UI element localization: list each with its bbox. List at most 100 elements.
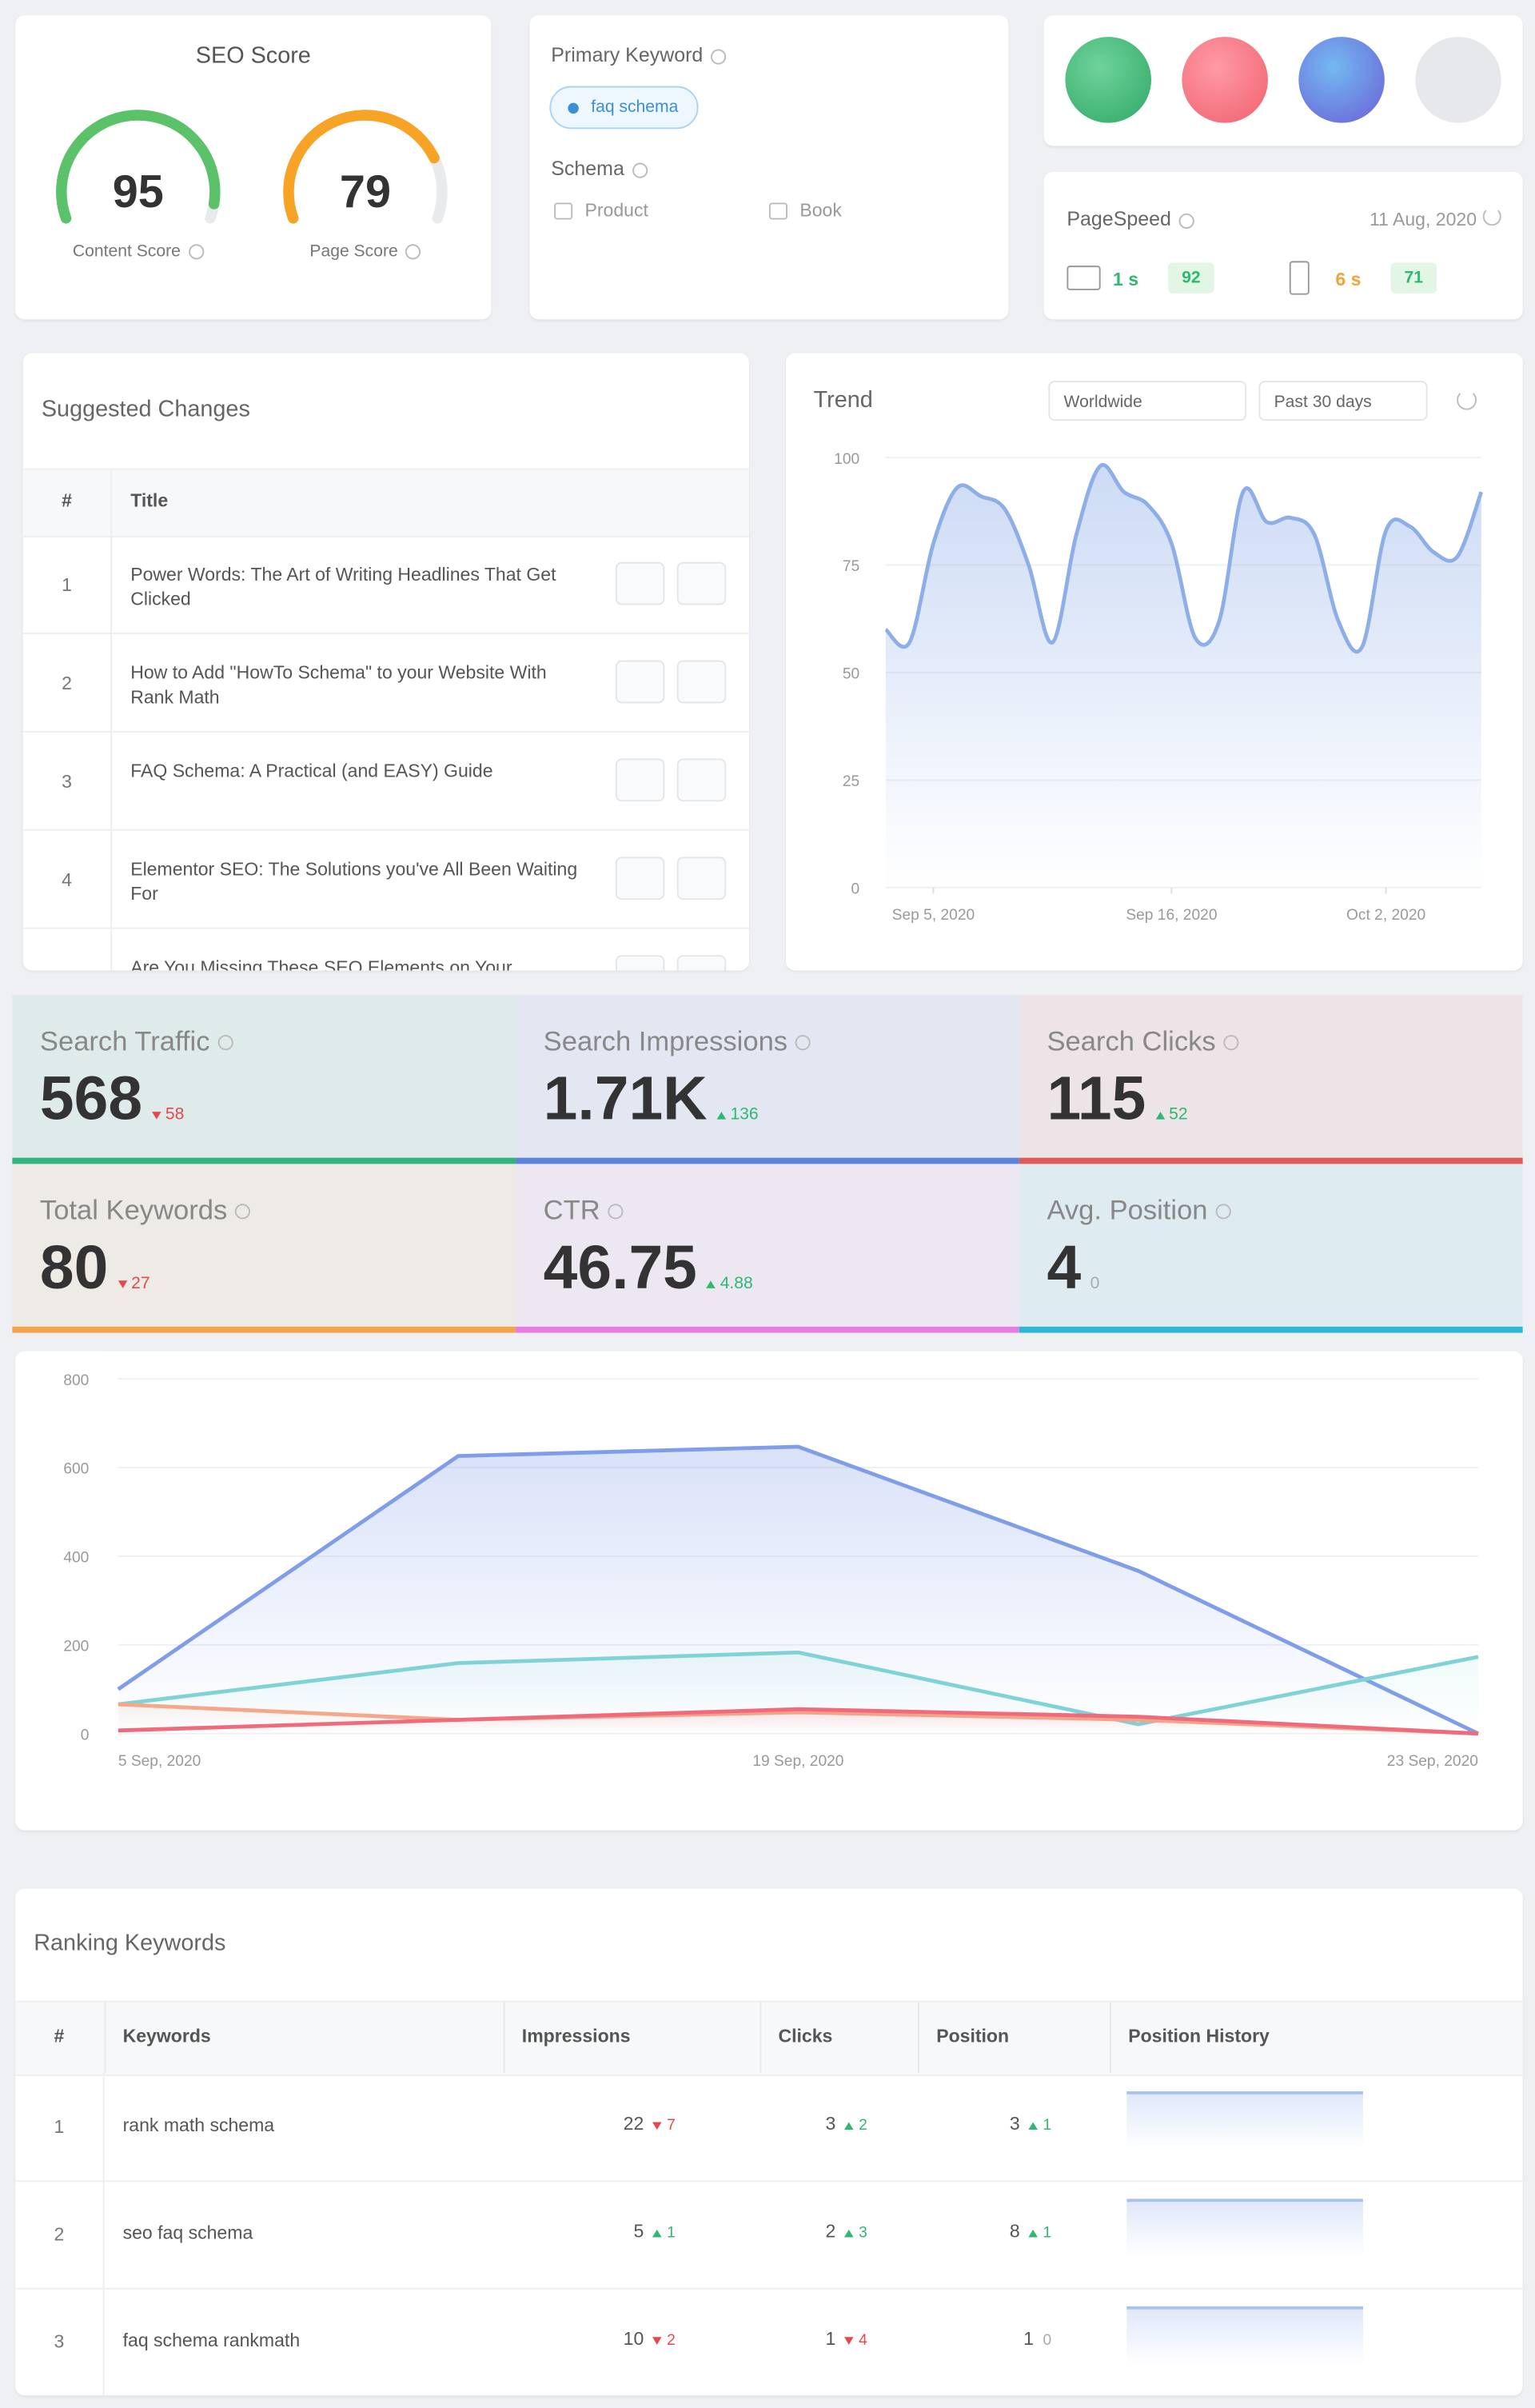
load-time: 1 s [1113,269,1139,290]
integration-icon[interactable] [1415,37,1501,123]
y-tick-label: 200 [63,1638,89,1655]
dropdown-button[interactable] [676,857,727,901]
gauge-value [283,110,440,224]
card-title: Primary Keyword [551,43,727,66]
trend-arrow [716,1111,726,1119]
change-value: 4 [859,2332,867,2350]
value-text: 46.75 [543,1234,697,1303]
series-area [118,1652,1478,1734]
edit-button[interactable] [615,955,665,971]
row-number: 3 [62,770,72,793]
schema-item[interactable]: Product [554,200,648,221]
x-tick-label: 23 Sep, 2020 [1387,1753,1478,1770]
edit-button[interactable] [615,561,665,605]
integration-icon[interactable] [1298,37,1385,123]
title-text: PageSpeed [1067,207,1171,230]
change-value: 52 [1169,1105,1188,1124]
change-value: 2 [859,2117,867,2134]
change: 0 [1090,1275,1100,1293]
period-select[interactable]: Past 30 days [1258,381,1428,421]
trend-arrow [652,2336,663,2345]
change: 2 [644,2332,676,2350]
dropdown-button[interactable] [676,561,727,605]
metric-value: 1 [825,2327,836,2350]
card-title: Trend [813,386,873,413]
trend-arrow [117,1280,127,1288]
kpi-tile: CTR 46.75 4.88 [516,1164,1019,1333]
seo-score-card: SEO Score 95 Content Score 79 Page Score [15,15,492,320]
label-text: Content Score [72,242,181,262]
info-icon [234,1204,251,1220]
mobile-icon [1289,261,1310,295]
x-tick-label: 5 Sep, 2020 [118,1753,201,1770]
trend-arrow [844,2229,855,2238]
edit-button[interactable] [615,758,665,802]
trend-area [885,465,1481,888]
change: 7 [644,2118,676,2134]
score-value: 95 [113,166,164,218]
kpi-label: Search Impressions [544,1026,811,1058]
keyword: faq schema rankmath [122,2329,301,2351]
kpi-tile: Search Clicks 115 52 [1019,995,1523,1164]
kpi-label: Avg. Position [1047,1195,1231,1227]
column-header: Position History [1128,2025,1270,2047]
table-row [22,534,749,634]
table-header [15,2000,1523,2076]
row-number: 2 [62,672,72,694]
card-title: PageSpeed [1067,207,1194,230]
position-history [1126,2091,1363,2150]
keyword: rank math schema [122,2114,275,2136]
info-icon [710,48,727,64]
series-line [118,1707,1479,1736]
impressions-cell: 22 7 [507,2113,676,2134]
edit-button[interactable] [615,660,665,704]
dropdown-button[interactable] [676,660,727,704]
keyword-pill[interactable]: faq schema [549,86,699,130]
table-row [15,2180,1523,2290]
trend-arrow [844,2122,855,2130]
kpi-value: 1.71K 136 [544,1065,759,1134]
card-title: Suggested Changes [41,396,250,422]
metric-value: 3 [1009,2112,1020,2134]
kpi-value: 46.75 4.88 [544,1235,753,1304]
schema-item[interactable]: Book [768,200,842,221]
edit-button[interactable] [615,857,665,901]
table-row [15,2288,1523,2396]
column-header: Title [130,489,169,512]
info-icon [608,1204,624,1220]
trend-arrow [706,1280,716,1288]
trend-arrow [151,1111,161,1119]
info-icon [188,244,204,260]
trend-arrow [844,2336,855,2345]
change-value: 0 [1090,1274,1100,1293]
keyword: seo faq schema [122,2222,253,2244]
x-tick-label: Sep 16, 2020 [1126,907,1217,924]
integration-icon[interactable] [1182,37,1268,123]
change-value: 1 [1043,2225,1052,2242]
label-text: Total Keywords [39,1194,228,1226]
schema-icon [554,203,573,221]
column-divider [1110,2000,1112,2073]
label-text: Search Impressions [543,1025,788,1056]
kpi-label: CTR [544,1195,624,1227]
schema-text: Schema [551,156,624,180]
metric-value: 22 [623,2112,644,2134]
kpi-value: 568 58 [40,1065,184,1134]
dropdown-button[interactable] [676,955,727,971]
refresh-icon[interactable] [1457,389,1477,410]
kpi-tile: Avg. Position 4 0 [1019,1164,1523,1333]
suggested-changes-card: Suggested Changes # Title 1 Power Words: Th… [22,353,749,971]
change-value: 136 [730,1105,759,1124]
card-title: Ranking Keywords [34,1930,226,1957]
refresh-icon[interactable] [1482,207,1501,226]
change-value: 4.88 [720,1274,753,1293]
integration-icon[interactable] [1065,37,1151,123]
row-title: Are You Missing These SEO Elements on Yo… [130,956,512,971]
country-select[interactable]: Worldwide [1048,381,1247,421]
dropdown-button[interactable] [676,758,727,802]
